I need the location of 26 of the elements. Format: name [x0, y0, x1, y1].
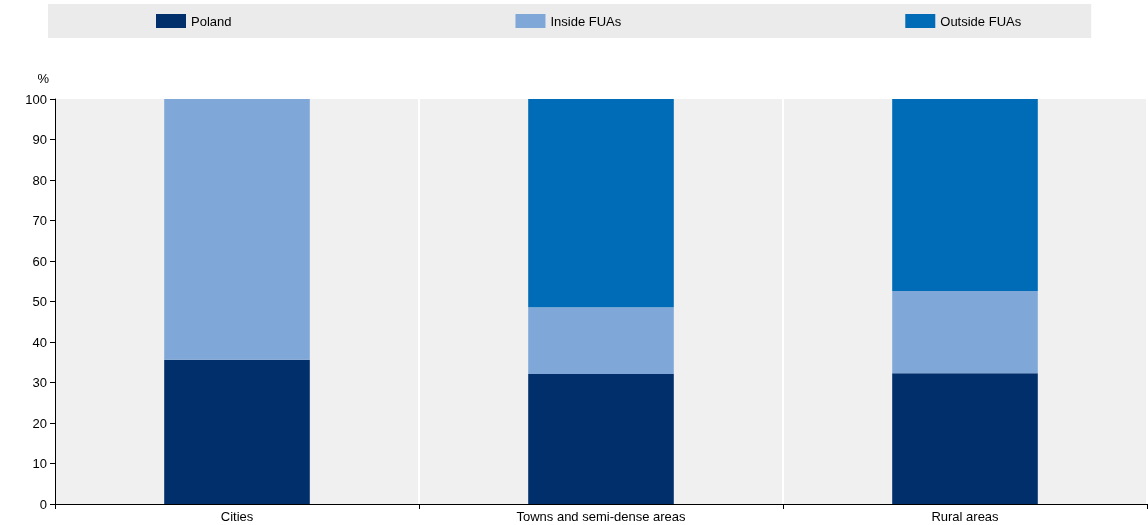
bar [528, 374, 674, 504]
bar [892, 99, 1038, 291]
y-tick-label: 30 [32, 375, 47, 390]
y-tick-label: 100 [25, 91, 47, 107]
x-tick-label: Cities [220, 509, 254, 524]
y-tick-label: 80 [32, 172, 47, 188]
bar [892, 373, 1038, 504]
bar [164, 359, 310, 504]
bar [164, 99, 310, 360]
x-tick-label: Rural areas [931, 509, 1000, 524]
bar [528, 307, 674, 374]
y-tick-label: 60 [32, 253, 47, 269]
y-tick-label: 50 [32, 294, 47, 309]
bar [892, 290, 1038, 374]
legend-label: Outside FUAs [940, 13, 1022, 29]
bar [528, 99, 674, 308]
legend-label: Poland [191, 13, 232, 29]
y-tick-label: 0 [39, 496, 47, 512]
y-tick-label: 90 [32, 132, 47, 147]
y-tick-label: 70 [32, 213, 47, 228]
y-tick-label: 40 [32, 334, 47, 350]
legend-label: Inside FUAs [550, 13, 622, 29]
x-tick-label: Towns and semi-dense areas [516, 509, 687, 524]
y-axis-title: % [37, 71, 50, 86]
y-tick-label: 20 [32, 415, 47, 431]
y-tick-label: 10 [32, 456, 47, 471]
